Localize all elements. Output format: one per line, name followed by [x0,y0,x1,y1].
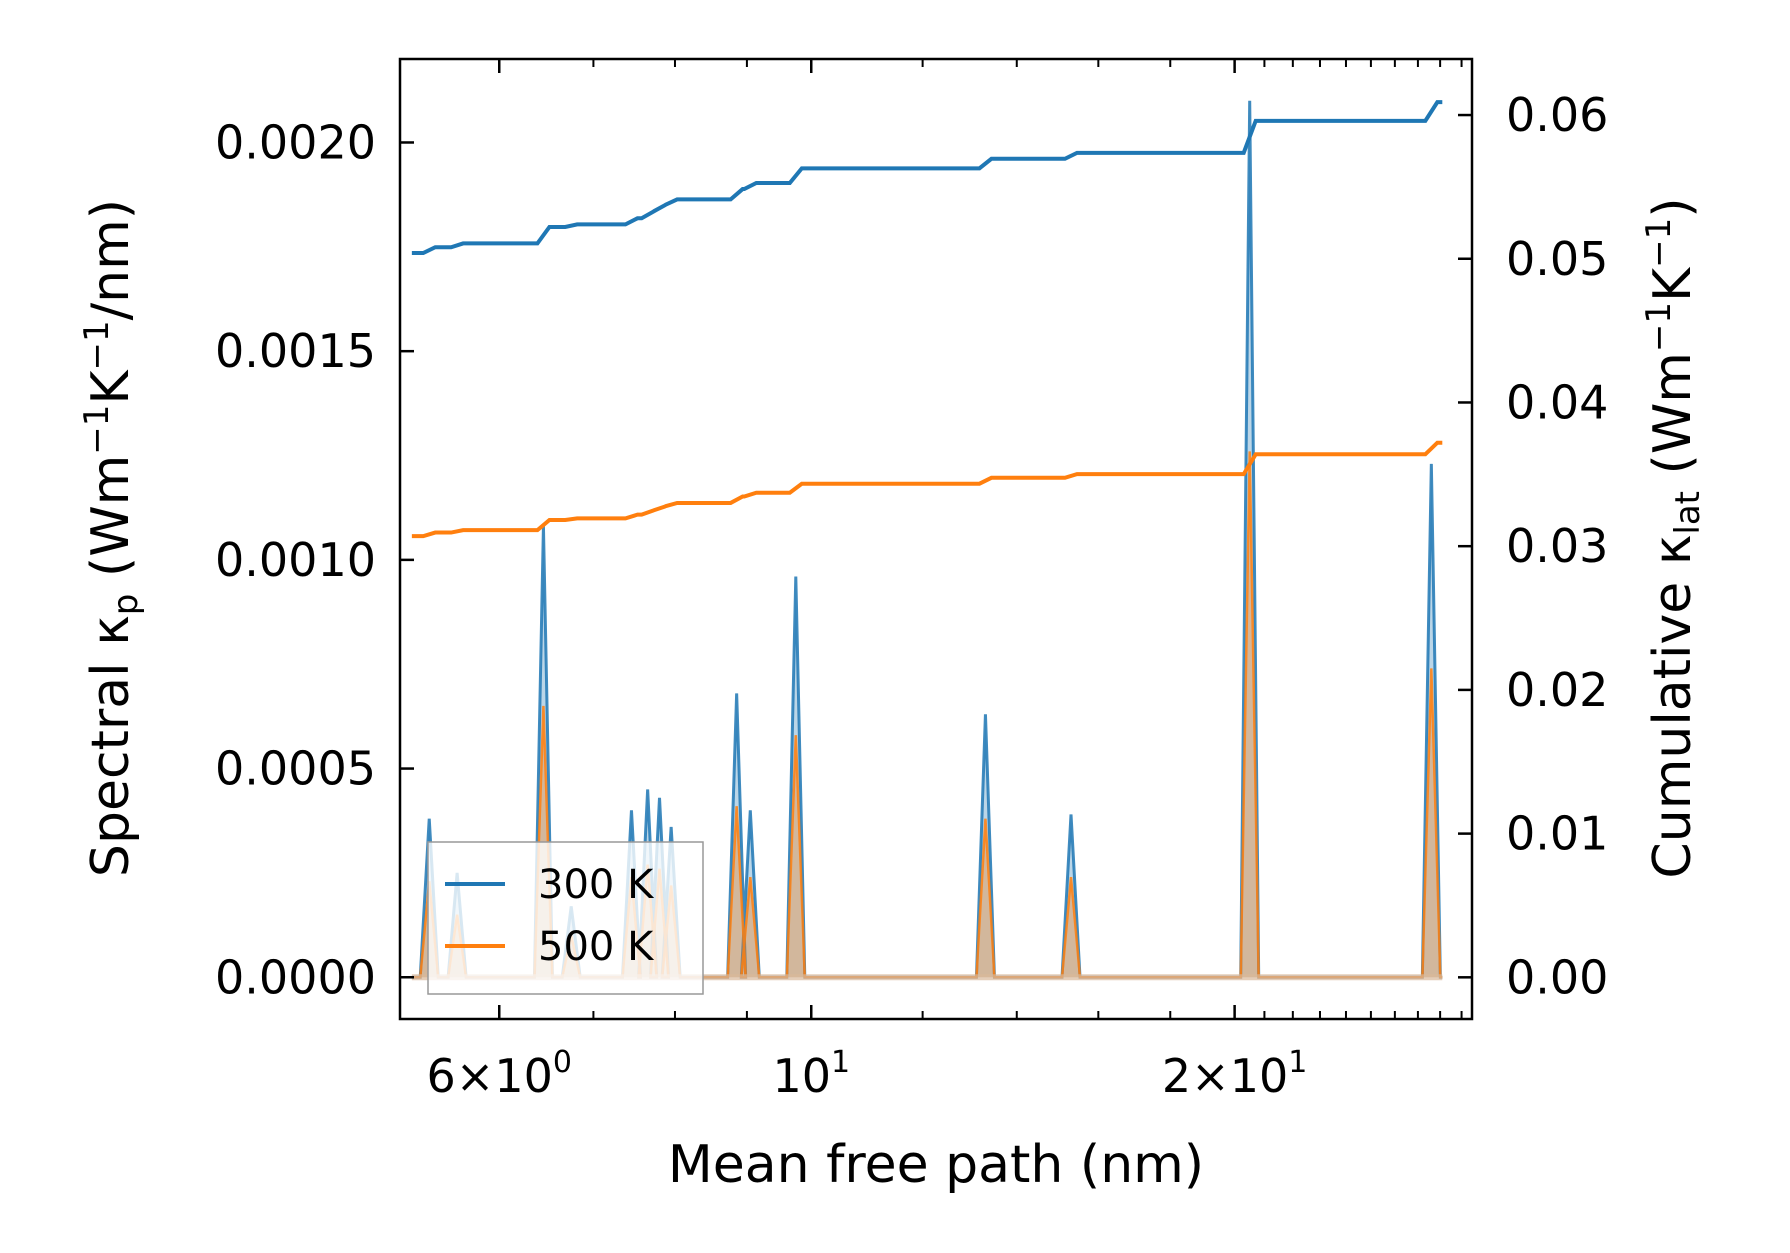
legend-label-300-k: 300 K [538,862,655,908]
cumulative-line-300-k [411,100,1443,256]
y-right-tick-label: 0.03 [1506,519,1608,573]
x-axis-ticks: 6×100 101 2×101 [427,59,1463,1103]
y-right-tick-label: 0.02 [1506,663,1608,717]
x-axis-label: Mean free path (nm) [668,1135,1204,1195]
y-right-tick-label: 0.04 [1506,375,1608,429]
y-axis-left-ticks: 0.0000 0.0005 0.0010 0.0015 0.0020 [215,115,414,1004]
y-axis-left-label: Spectral κp (Wm−1K−1/nm) [77,199,146,877]
y-axis-right-ticks: 0.00 0.01 0.02 0.03 0.04 0.05 0.06 [1458,88,1608,1004]
y-left-tick-label: 0.0010 [215,533,376,587]
y-right-tick-label: 0.05 [1506,232,1608,286]
x-tick-label: 2×101 [1162,1045,1307,1103]
legend: 300 K 500 K [427,841,704,995]
y-left-tick-label: 0.0020 [215,115,376,169]
y-axis-right-label: Cumulative κlat (Wm−1K−1) [1639,197,1708,878]
cumulative-line-500-k [411,440,1443,539]
y-left-tick-label: 0.0000 [215,950,376,1004]
y-right-tick-label: 0.01 [1506,807,1608,861]
y-left-tick-label: 0.0005 [215,742,376,796]
y-right-tick-label: 0.06 [1506,88,1608,142]
x-tick-label: 101 [772,1045,850,1103]
y-left-tick-label: 0.0015 [215,324,376,378]
legend-box [427,841,704,995]
plot-frame [398,57,1474,1021]
legend-label-500-k: 500 K [538,924,655,970]
cumulative-lines [411,100,1443,539]
x-tick-label: 6×100 [427,1045,572,1103]
y-right-tick-label: 0.00 [1506,950,1608,1004]
